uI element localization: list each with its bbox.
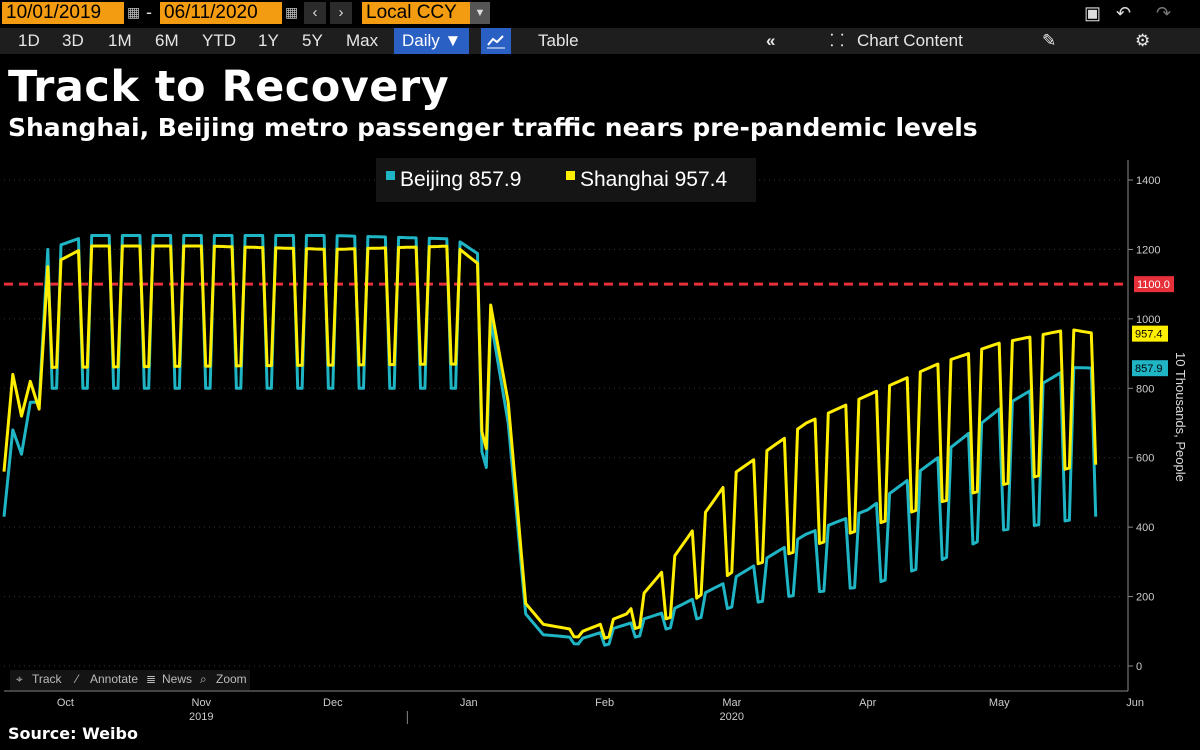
news-button[interactable]: News [162, 672, 193, 686]
x-tick-label: Nov [192, 697, 212, 709]
undo-icon[interactable]: ↶ [1116, 3, 1132, 23]
chevron-left-icon[interactable]: ‹ [304, 2, 326, 24]
chart-tools: ⌖ Track ⁄ Annotate ≣ News ⌕ Zoom [10, 670, 250, 690]
y-tick-label: 400 [1136, 522, 1154, 534]
reference-value-label: 1100.0 [1137, 279, 1170, 291]
edit-icon[interactable]: ✎ [1042, 31, 1057, 50]
range-button-3d[interactable]: 3D [62, 31, 84, 50]
range-button-ytd[interactable]: YTD [202, 31, 236, 50]
start-date-input[interactable]: 10/01/2019 [2, 2, 124, 24]
currency-value: Local CCY [366, 2, 457, 23]
chart-subtitle: Shanghai, Beijing metro passenger traffi… [8, 113, 978, 142]
legend-swatch-beijing [386, 171, 395, 180]
end-date-input[interactable]: 06/11/2020 [160, 2, 282, 24]
legend-swatch-shanghai [566, 171, 575, 180]
y-axis-label: 10 Thousands, People [1173, 352, 1188, 482]
x-year-label: 2020 [720, 711, 744, 723]
line-chart-icon[interactable] [481, 28, 511, 54]
x-tick-label: Feb [595, 697, 614, 709]
reference-value-tag [1134, 276, 1174, 293]
date-separator: - [146, 2, 152, 22]
legend-label-shanghai: Shanghai 957.4 [580, 168, 728, 191]
y-tick-label: 800 [1136, 383, 1154, 395]
top-toolbar: 10/01/2019 ▦ - 06/11/2020 ▦ ‹ › Local CC… [0, 0, 1200, 26]
zoom-icon[interactable]: ⌕ [200, 672, 207, 686]
x-year-label: 2019 [189, 711, 213, 723]
redo-icon[interactable]: ↷ [1156, 3, 1172, 23]
track-button[interactable]: Track [32, 672, 62, 686]
x-tick-label: May [989, 697, 1010, 709]
range-button-5y[interactable]: 5Y [302, 31, 323, 50]
range-button-max[interactable]: Max [346, 31, 379, 50]
currency-select[interactable]: Local CCY ▼ [362, 2, 490, 24]
x-tick-label: Dec [323, 697, 343, 709]
series-line-beijing [2, 234, 1098, 647]
x-tick-label: Jun [1126, 697, 1144, 709]
range-toolbar: 1D 3D 1M 6M YTD 1Y 5Y Max Daily ▼ Table … [0, 28, 1200, 54]
series-line-shanghai [2, 244, 1098, 640]
range-button-1y[interactable]: 1Y [258, 31, 279, 50]
chart-title: Track to Recovery [8, 62, 450, 112]
y-tick-label: 600 [1136, 453, 1154, 465]
chevron-down-icon[interactable]: ▼ [470, 2, 490, 24]
last-value-label-beijing: 857.9 [1135, 363, 1163, 375]
frequency-select[interactable]: Daily ▼ [394, 28, 470, 54]
x-tick-label: Apr [859, 697, 876, 709]
range-button-1d[interactable]: 1D [18, 31, 40, 50]
range-button-1m[interactable]: 1M [108, 31, 132, 50]
news-icon[interactable]: ≣ [146, 672, 157, 686]
chart-legend: Beijing 857.9 Shanghai 957.4 [376, 158, 756, 202]
calendar-icon[interactable]: ▦ [285, 4, 299, 20]
y-tick-label: 200 [1136, 592, 1154, 604]
annotate-button[interactable]: Annotate [90, 672, 139, 686]
crosshair-icon[interactable]: ⌖ [16, 672, 23, 686]
y-tick-label: 1400 [1136, 175, 1160, 187]
y-tick-label: 1200 [1136, 244, 1160, 256]
calendar-icon[interactable]: ▦ [127, 4, 141, 20]
collapse-icon[interactable]: « [766, 31, 776, 50]
last-value-label-shanghai: 957.4 [1135, 329, 1163, 341]
last-value-tag-beijing [1132, 360, 1168, 377]
play-icon[interactable]: ▣ [1084, 3, 1102, 23]
legend-item-beijing[interactable]: Beijing 857.9 [386, 168, 521, 192]
table-button[interactable]: Table [538, 31, 579, 50]
gear-icon[interactable]: ⚙ [1135, 31, 1151, 50]
range-button-6m[interactable]: 6M [155, 31, 179, 50]
y-tick-label: 0 [1136, 661, 1142, 673]
pencil-icon[interactable]: ⁄ [76, 672, 79, 686]
chart-content-icon[interactable]: ⸬ [830, 31, 845, 50]
zoom-button[interactable]: Zoom [216, 672, 247, 686]
x-tick-label: Oct [57, 697, 74, 709]
legend-item-shanghai[interactable]: Shanghai 957.4 [566, 168, 727, 192]
chevron-right-icon[interactable]: › [330, 2, 352, 24]
source-note: Source: Weibo [8, 724, 138, 743]
x-tick-label: Jan [460, 697, 478, 709]
y-tick-label: 1000 [1136, 314, 1160, 326]
last-value-tag-shanghai [1132, 325, 1168, 342]
chart-content-button[interactable]: Chart Content [857, 31, 963, 50]
legend-label-beijing: Beijing 857.9 [400, 168, 522, 191]
x-tick-label: Mar [722, 697, 741, 709]
